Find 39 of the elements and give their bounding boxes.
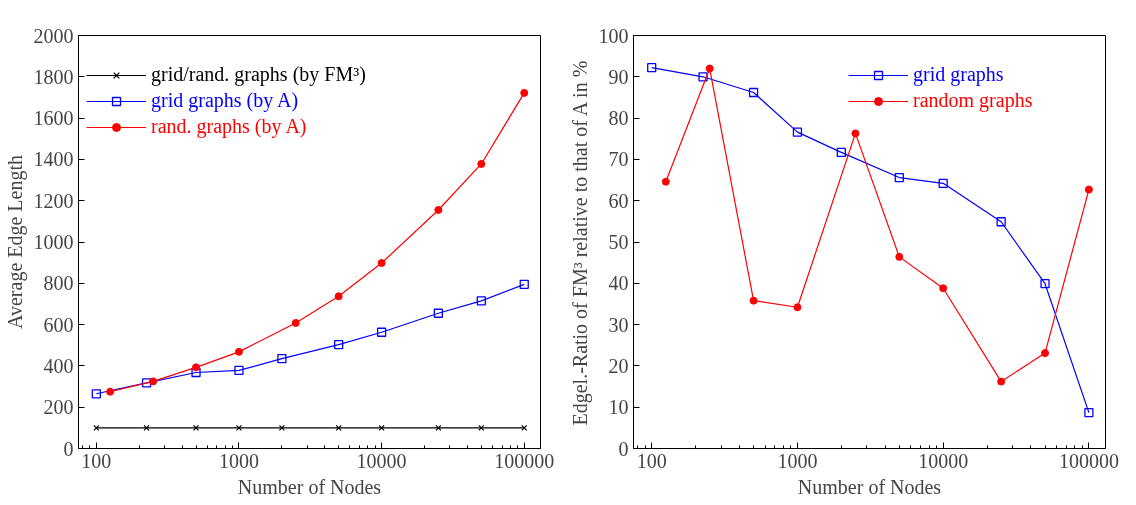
- x-axis-title: Number of Nodes: [237, 475, 382, 498]
- y-tick-label: 20: [608, 354, 629, 377]
- x-tick-label: 100000: [1058, 449, 1119, 472]
- legend-label: grid/rand. graphs (by FM³): [151, 63, 366, 86]
- y-tick-label: 1400: [33, 148, 74, 171]
- y-tick-label: 1600: [33, 107, 74, 130]
- y-tick-label: 30: [608, 313, 629, 336]
- y-tick-label: 60: [608, 189, 629, 212]
- y-tick-label: 80: [608, 107, 629, 130]
- legend-label: grid graphs: [913, 63, 1004, 86]
- y-axis-title: Average Edge Length: [3, 155, 27, 329]
- y-tick-label: 40: [608, 272, 629, 295]
- y-tick-label: 90: [608, 65, 629, 88]
- x-axis-title: Number of Nodes: [797, 475, 942, 498]
- x-tick-label: 1000: [218, 449, 259, 472]
- y-tick-label: 800: [43, 272, 74, 295]
- x-tick-label: 100: [636, 449, 667, 472]
- y-tick-label: 70: [608, 148, 629, 171]
- x-tick-label: 1000: [777, 449, 818, 472]
- y-tick-label: 0: [618, 437, 629, 460]
- legend-label: random graphs: [913, 89, 1033, 112]
- y-axis-title: Edgel.-Ratio of FM³ relative to that of A in %: [568, 60, 592, 426]
- y-tick-label: 1200: [33, 189, 74, 212]
- y-tick-label: 0: [63, 437, 74, 460]
- y-tick-label: 600: [43, 313, 74, 336]
- y-tick-label: 200: [43, 396, 74, 419]
- y-tick-label: 10: [608, 396, 629, 419]
- x-tick-label: 10000: [918, 449, 969, 472]
- x-tick-label: 10000: [356, 449, 407, 472]
- x-tick-label: 100000: [494, 449, 555, 472]
- y-tick-label: 1000: [33, 231, 74, 253]
- y-tick-label: 400: [43, 354, 74, 377]
- legend-label: rand. graphs (by A): [151, 115, 307, 138]
- y-tick-label: 1800: [33, 65, 74, 88]
- y-tick-label: 100: [598, 24, 629, 47]
- y-tick-label: 2000: [33, 24, 74, 47]
- x-tick-label: 100: [81, 449, 112, 472]
- legend-label: grid graphs (by A): [151, 89, 299, 112]
- y-tick-label: 50: [608, 231, 629, 253]
